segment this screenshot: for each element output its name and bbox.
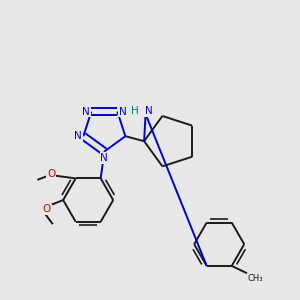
Text: N: N: [100, 153, 108, 163]
Text: N: N: [119, 106, 127, 116]
Text: CH₃: CH₃: [248, 274, 263, 283]
Text: N: N: [145, 106, 152, 116]
Text: O: O: [43, 205, 51, 214]
Text: N: N: [74, 131, 82, 141]
Text: N: N: [82, 106, 90, 116]
Text: O: O: [47, 169, 55, 179]
Text: H: H: [130, 106, 138, 116]
